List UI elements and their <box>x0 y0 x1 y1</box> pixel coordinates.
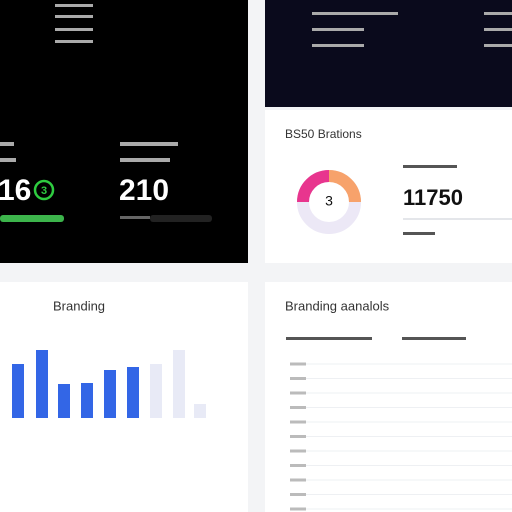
donut-segment <box>328 170 361 203</box>
row-label <box>290 391 306 395</box>
donut-segment <box>297 170 330 203</box>
badge-value: 3 <box>41 185 47 197</box>
bar <box>104 370 116 418</box>
row-label <box>290 377 306 380</box>
row-label <box>290 507 306 511</box>
row-label <box>290 493 306 496</box>
row-label <box>290 406 306 409</box>
bar <box>81 383 93 418</box>
analysis-card <box>265 282 512 512</box>
bar <box>127 367 139 418</box>
metric-value: 16 <box>0 174 31 207</box>
progress-bar <box>0 215 64 222</box>
bar <box>173 350 185 418</box>
bar <box>150 364 162 418</box>
metric-value: 210 <box>119 174 169 207</box>
row-label <box>290 478 306 482</box>
row-label <box>290 449 306 453</box>
badge-ring <box>33 179 55 201</box>
placeholder-labels-light <box>286 165 466 340</box>
row-label <box>290 362 306 366</box>
progress-track <box>150 215 212 222</box>
rows <box>290 362 512 511</box>
bar <box>36 350 48 418</box>
card-title: Branding aanalols <box>285 298 390 313</box>
bar <box>58 384 70 418</box>
placeholder-labels <box>0 4 512 219</box>
metric-value: 11750 <box>403 185 463 210</box>
row-label <box>290 435 306 438</box>
card-title: Branding <box>53 298 105 313</box>
dark-panel <box>0 0 248 263</box>
bar <box>12 364 24 418</box>
bar <box>194 404 206 418</box>
donut-center: 3 <box>325 193 333 209</box>
row-label <box>290 464 306 467</box>
dark-header-panel <box>265 0 512 107</box>
card-title: BS50 Brations <box>285 127 362 141</box>
bar-group <box>12 350 206 418</box>
row-label <box>290 420 306 424</box>
